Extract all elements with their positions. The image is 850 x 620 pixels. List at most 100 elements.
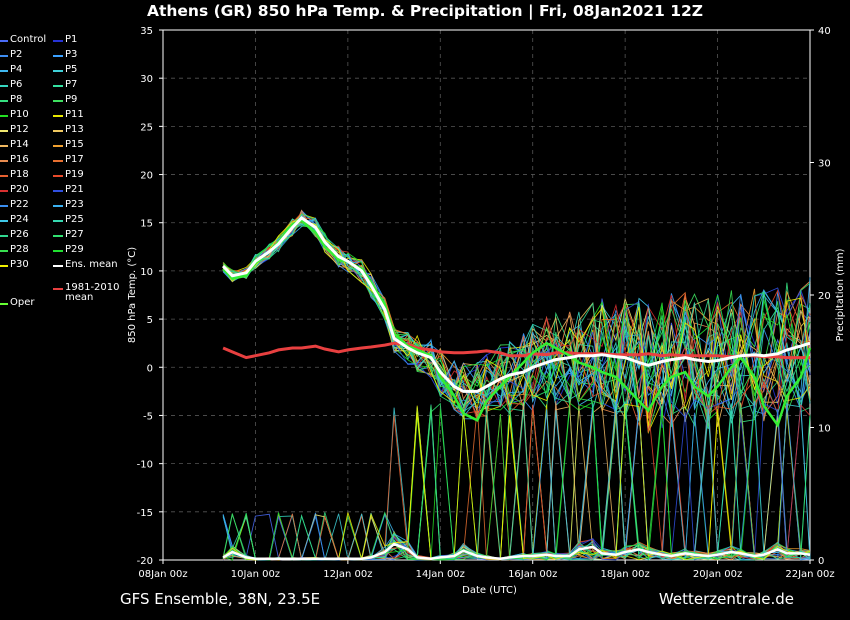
y-right-tick-label: 40 bbox=[818, 26, 831, 37]
ensemble-members bbox=[222, 209, 811, 435]
legend-label: 1981-2010 bbox=[65, 282, 120, 293]
legend-label: P22 bbox=[10, 199, 29, 210]
y-tick-label: 25 bbox=[140, 122, 153, 133]
legend-swatch bbox=[0, 130, 8, 132]
legend-swatch bbox=[53, 175, 63, 177]
legend-label: P6 bbox=[10, 79, 23, 90]
legend-label: P19 bbox=[65, 169, 84, 180]
member-temp-line bbox=[222, 217, 811, 433]
legend-swatch bbox=[53, 288, 63, 290]
legend-swatch bbox=[0, 100, 8, 102]
legend-swatch bbox=[0, 190, 8, 192]
legend-label: P16 bbox=[10, 154, 29, 165]
legend-swatch bbox=[53, 85, 63, 87]
legend-label: Ens. mean bbox=[65, 259, 118, 270]
y-tick-label: 15 bbox=[140, 219, 153, 230]
legend-label: P20 bbox=[10, 184, 29, 195]
legend-label: P7 bbox=[65, 79, 78, 90]
ens-mean-line bbox=[222, 215, 811, 393]
y-tick-label: 30 bbox=[140, 74, 153, 85]
legend-label: P4 bbox=[10, 64, 23, 75]
member-temp-line bbox=[223, 218, 811, 421]
oper-line bbox=[222, 219, 812, 428]
x-tick-label: 12Jan 00z bbox=[323, 569, 372, 580]
y-right-axis-label: Precipitation (mm) bbox=[835, 248, 846, 341]
legend-label: P1 bbox=[65, 34, 78, 45]
x-axis-label: Date (UTC) bbox=[462, 585, 517, 596]
x-tick-label: 20Jan 00z bbox=[693, 569, 742, 580]
legend-swatch bbox=[0, 220, 8, 222]
legend-label: P24 bbox=[10, 214, 29, 225]
legend-swatch bbox=[53, 205, 63, 207]
y-tick-label: -15 bbox=[137, 508, 153, 519]
legend-swatch bbox=[53, 235, 63, 237]
legend-swatch bbox=[0, 115, 8, 117]
legend-swatch bbox=[0, 145, 8, 147]
member-temp-line bbox=[222, 210, 811, 417]
x-tick-label: 08Jan 00z bbox=[138, 569, 187, 580]
y-tick-label: -10 bbox=[137, 460, 153, 471]
y-tick-label: 5 bbox=[147, 315, 153, 326]
legend-label: P8 bbox=[10, 94, 23, 105]
legend-label-line2: mean bbox=[65, 292, 94, 303]
legend-swatch bbox=[53, 160, 63, 162]
legend-label: P26 bbox=[10, 229, 29, 240]
legend-label: P15 bbox=[65, 139, 84, 150]
legend-label: P21 bbox=[65, 184, 84, 195]
legend-label: P29 bbox=[65, 244, 84, 255]
legend-swatch bbox=[0, 55, 8, 57]
legend-swatch bbox=[53, 145, 63, 147]
legend-label: P11 bbox=[65, 109, 84, 120]
y-right-tick-label: 10 bbox=[818, 424, 831, 435]
legend-label: P18 bbox=[10, 169, 29, 180]
y-tick-label: -20 bbox=[137, 556, 153, 567]
member-temp-line bbox=[222, 221, 811, 428]
legend-label: Oper bbox=[10, 296, 35, 308]
legend-label: P9 bbox=[65, 94, 78, 105]
legend-label: P14 bbox=[10, 139, 29, 150]
ens-mean-precip-line bbox=[222, 542, 811, 560]
legend-swatch bbox=[53, 55, 63, 57]
legend-label: P28 bbox=[10, 244, 29, 255]
y-right-tick-label: 20 bbox=[818, 291, 831, 302]
y-tick-label: 20 bbox=[140, 171, 153, 182]
legend-swatch bbox=[53, 220, 63, 222]
legend-swatch bbox=[0, 205, 8, 207]
member-temp-line bbox=[222, 218, 811, 428]
chart-title: Athens (GR) 850 hPa Temp. & Precipitatio… bbox=[146, 2, 704, 20]
legend-label: P3 bbox=[65, 49, 78, 60]
legend-label: Control bbox=[10, 34, 47, 45]
legend-label: P5 bbox=[65, 64, 78, 75]
climate-mean-line bbox=[222, 341, 810, 360]
legend-swatch bbox=[0, 235, 8, 237]
legend-swatch bbox=[0, 40, 8, 42]
y-tick-label: -5 bbox=[143, 411, 153, 422]
member-temp-line bbox=[223, 218, 811, 433]
legend-swatch bbox=[0, 85, 8, 87]
y-tick-label: 10 bbox=[140, 267, 153, 278]
legend-swatch bbox=[53, 250, 63, 252]
legend-label: P23 bbox=[65, 199, 84, 210]
legend-label: P25 bbox=[65, 214, 84, 225]
legend-swatch bbox=[0, 250, 8, 252]
footer-model-info: GFS Ensemble, 38N, 23.5E bbox=[120, 590, 321, 608]
y-right-tick-label: 0 bbox=[818, 556, 824, 567]
legend-swatch bbox=[53, 40, 63, 42]
legend-swatch bbox=[53, 100, 63, 102]
legend-swatch bbox=[53, 70, 63, 72]
legend-label: P12 bbox=[10, 124, 29, 135]
legend-swatch bbox=[53, 265, 63, 267]
member-temp-line bbox=[222, 225, 811, 427]
x-tick-label: 22Jan 00z bbox=[785, 569, 834, 580]
y-tick-label: 35 bbox=[140, 26, 153, 37]
x-tick-label: 14Jan 00z bbox=[416, 569, 465, 580]
member-temp-line bbox=[222, 218, 811, 430]
legend-swatch bbox=[53, 190, 63, 192]
x-tick-label: 18Jan 00z bbox=[600, 569, 649, 580]
legend-label: P17 bbox=[65, 154, 84, 165]
x-tick-label: 16Jan 00z bbox=[508, 569, 557, 580]
legend-swatch bbox=[0, 160, 8, 162]
legend-swatch bbox=[0, 70, 8, 72]
y-tick-label: 0 bbox=[147, 363, 153, 374]
